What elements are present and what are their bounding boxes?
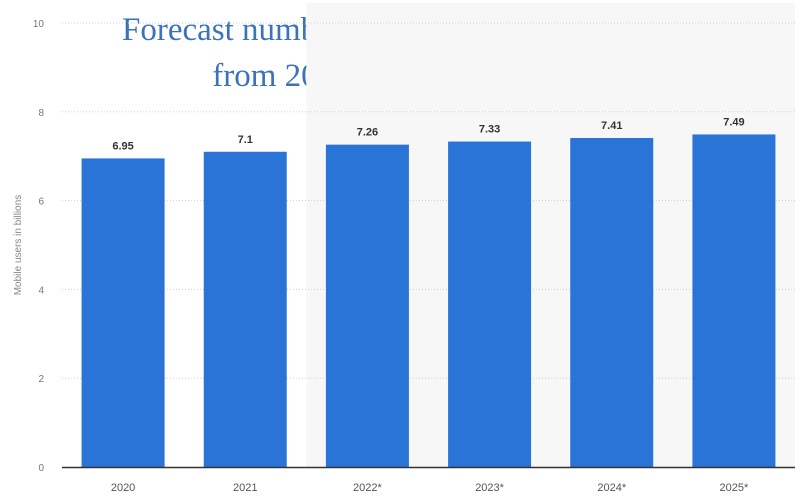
y-tick-label: 2 xyxy=(38,374,44,385)
data-label: 7.49 xyxy=(723,116,744,128)
x-tick-label: 2024* xyxy=(597,482,626,494)
y-tick-label: 4 xyxy=(38,285,44,296)
bar-2024* xyxy=(570,137,654,467)
data-label: 7.26 xyxy=(357,127,378,139)
x-tick-label: 2021 xyxy=(233,482,257,494)
y-tick-label: 0 xyxy=(38,463,44,474)
y-tick-label: 10 xyxy=(33,19,45,30)
x-tick-label: 2022* xyxy=(353,482,382,494)
data-label: 7.33 xyxy=(479,124,500,136)
data-label: 7.1 xyxy=(238,134,253,146)
bar-2023* xyxy=(448,141,532,467)
x-tick-label: 2025* xyxy=(720,482,749,494)
data-label: 6.95 xyxy=(112,140,133,152)
bar-2021 xyxy=(203,151,287,467)
bar-2020 xyxy=(81,158,165,468)
data-label: 7.41 xyxy=(601,120,622,132)
y-tick-label: 8 xyxy=(38,108,44,119)
x-tick-label: 2023* xyxy=(475,482,504,494)
bar-2022* xyxy=(325,144,409,467)
y-axis-label: Mobile users in billions xyxy=(13,195,24,296)
bar-2025* xyxy=(692,134,776,467)
y-tick-label: 6 xyxy=(38,197,44,208)
x-tick-label: 2020 xyxy=(111,482,135,494)
